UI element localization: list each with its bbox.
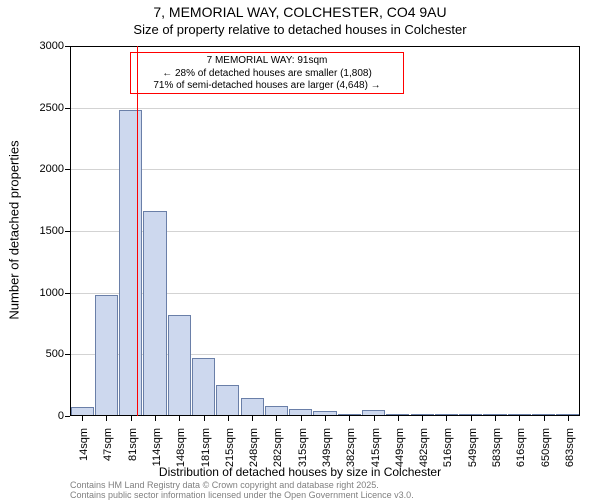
chart-title: 7, MEMORIAL WAY, COLCHESTER, CO4 9AU: [0, 4, 600, 20]
x-tick-label: 14sqm: [74, 424, 90, 461]
y-tick-mark: [65, 46, 70, 47]
x-tick-label: 382sqm: [341, 424, 357, 467]
x-tick-label: 114sqm: [147, 424, 163, 466]
y-gridline: [70, 108, 580, 109]
x-tick-mark: [301, 416, 302, 421]
x-tick-mark: [155, 416, 156, 421]
x-tick-label: 215sqm: [220, 424, 236, 467]
x-tick-label: 148sqm: [171, 424, 187, 467]
x-tick-mark: [252, 416, 253, 421]
x-tick-mark: [544, 416, 545, 421]
x-tick-label: 683sqm: [560, 424, 576, 467]
x-tick-mark: [422, 416, 423, 421]
histogram-bar: [143, 211, 166, 416]
x-tick-mark: [179, 416, 180, 421]
x-tick-mark: [446, 416, 447, 421]
histogram-bar: [241, 398, 264, 417]
y-tick-mark: [65, 169, 70, 170]
x-tick-mark: [398, 416, 399, 421]
y-tick-mark: [65, 354, 70, 355]
x-tick-label: 248sqm: [244, 424, 260, 467]
histogram-bar: [119, 110, 142, 416]
annotation-line2: ← 28% of detached houses are smaller (1,…: [137, 68, 397, 81]
x-tick-label: 616sqm: [511, 424, 527, 467]
histogram-bar: [95, 295, 118, 416]
x-tick-label: 583sqm: [487, 424, 503, 467]
chart-container: 7, MEMORIAL WAY, COLCHESTER, CO4 9AU Siz…: [0, 0, 600, 500]
x-tick-mark: [82, 416, 83, 421]
histogram-bar: [265, 406, 288, 416]
histogram-bar: [168, 315, 191, 416]
x-tick-label: 81sqm: [123, 424, 139, 461]
x-axis-label: Distribution of detached houses by size …: [0, 465, 600, 479]
x-tick-mark: [495, 416, 496, 421]
histogram-bar: [71, 407, 94, 416]
x-tick-mark: [471, 416, 472, 421]
annotation-line1: 7 MEMORIAL WAY: 91sqm: [137, 55, 397, 68]
x-tick-label: 47sqm: [98, 424, 114, 461]
histogram-bar: [192, 358, 215, 416]
attribution-line1: Contains HM Land Registry data © Crown c…: [70, 480, 379, 490]
x-tick-label: 415sqm: [366, 424, 382, 467]
x-tick-label: 549sqm: [463, 424, 479, 467]
plot-area: 05001000150020002500300014sqm47sqm81sqm1…: [70, 46, 580, 416]
histogram-bar: [216, 385, 239, 416]
chart-subtitle: Size of property relative to detached ho…: [0, 22, 600, 37]
x-tick-mark: [374, 416, 375, 421]
x-tick-mark: [131, 416, 132, 421]
x-tick-label: 315sqm: [293, 424, 309, 467]
x-tick-label: 650sqm: [536, 424, 552, 467]
x-tick-mark: [568, 416, 569, 421]
x-tick-mark: [276, 416, 277, 421]
reference-line: [137, 46, 138, 416]
y-axis-label: Number of detached properties: [7, 140, 22, 319]
attribution-line2: Contains public sector information licen…: [70, 490, 414, 500]
y-tick-mark: [65, 416, 70, 417]
y-tick-mark: [65, 108, 70, 109]
x-tick-label: 349sqm: [317, 424, 333, 467]
x-tick-label: 449sqm: [390, 424, 406, 467]
histogram-bar: [289, 409, 312, 416]
x-tick-mark: [519, 416, 520, 421]
x-tick-label: 516sqm: [438, 424, 454, 467]
x-tick-label: 282sqm: [268, 424, 284, 467]
x-tick-mark: [228, 416, 229, 421]
x-tick-mark: [325, 416, 326, 421]
y-gridline: [70, 169, 580, 170]
x-tick-label: 181sqm: [196, 424, 212, 467]
y-tick-mark: [65, 231, 70, 232]
x-tick-mark: [204, 416, 205, 421]
annotation-box: 7 MEMORIAL WAY: 91sqm← 28% of detached h…: [130, 52, 404, 94]
y-tick-mark: [65, 293, 70, 294]
x-tick-mark: [106, 416, 107, 421]
x-tick-label: 482sqm: [414, 424, 430, 467]
x-tick-mark: [349, 416, 350, 421]
annotation-line3: 71% of semi-detached houses are larger (…: [137, 80, 397, 93]
